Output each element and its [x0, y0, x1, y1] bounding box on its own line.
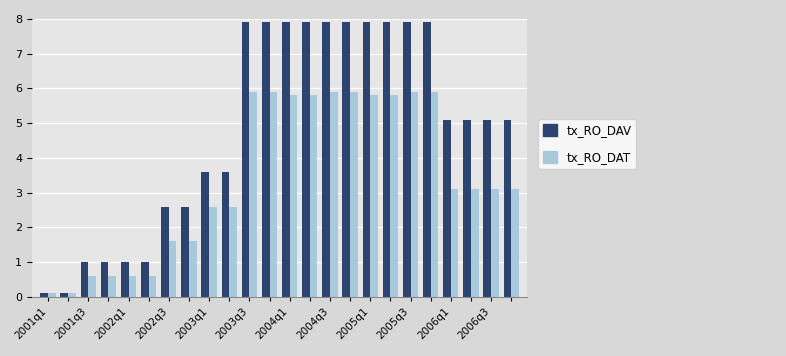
Bar: [330, 92, 338, 297]
Bar: [108, 276, 116, 297]
Bar: [483, 120, 491, 297]
Bar: [511, 189, 519, 297]
Bar: [383, 22, 391, 297]
Bar: [61, 293, 68, 297]
Bar: [322, 22, 330, 297]
Bar: [149, 276, 156, 297]
Bar: [222, 172, 230, 297]
Bar: [101, 262, 108, 297]
Bar: [141, 262, 149, 297]
Bar: [463, 120, 471, 297]
Bar: [189, 241, 196, 297]
Bar: [443, 120, 451, 297]
Bar: [182, 206, 189, 297]
Bar: [310, 95, 318, 297]
Bar: [88, 276, 96, 297]
Bar: [343, 22, 350, 297]
Bar: [249, 92, 257, 297]
Bar: [201, 172, 209, 297]
Bar: [242, 22, 249, 297]
Bar: [451, 189, 458, 297]
Bar: [362, 22, 370, 297]
Bar: [48, 293, 56, 297]
Bar: [471, 189, 479, 297]
Bar: [282, 22, 290, 297]
Bar: [391, 95, 398, 297]
Bar: [81, 262, 88, 297]
Bar: [290, 95, 297, 297]
Bar: [504, 120, 511, 297]
Bar: [370, 95, 378, 297]
Bar: [491, 189, 499, 297]
Bar: [230, 206, 237, 297]
Bar: [423, 22, 431, 297]
Bar: [302, 22, 310, 297]
Bar: [161, 206, 169, 297]
Bar: [169, 241, 177, 297]
Bar: [68, 293, 75, 297]
Legend: tx_RO_DAV, tx_RO_DAT: tx_RO_DAV, tx_RO_DAT: [538, 119, 636, 169]
Bar: [262, 22, 270, 297]
Bar: [431, 92, 439, 297]
Bar: [270, 92, 277, 297]
Bar: [403, 22, 410, 297]
Bar: [129, 276, 136, 297]
Bar: [410, 92, 418, 297]
Bar: [209, 206, 217, 297]
Bar: [121, 262, 129, 297]
Bar: [40, 293, 48, 297]
Bar: [350, 92, 358, 297]
